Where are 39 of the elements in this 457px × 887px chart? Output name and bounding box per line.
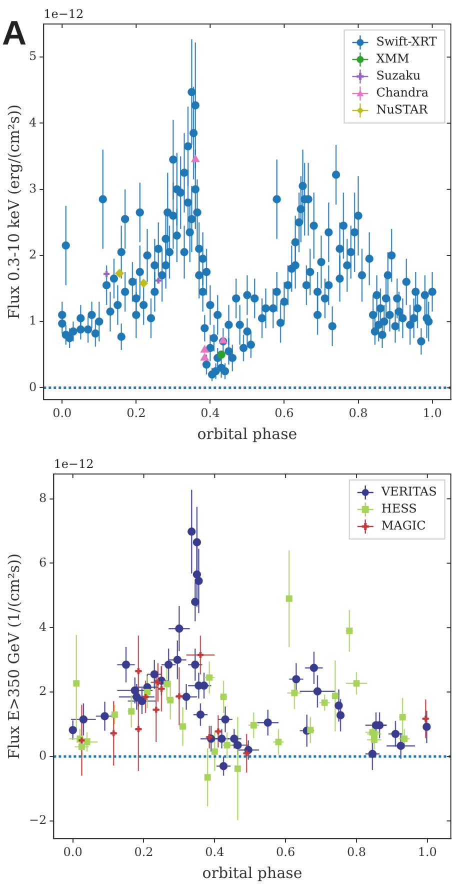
x-tick-label: 0.0 (52, 406, 72, 420)
legend-label: MAGIC (381, 518, 426, 533)
y-tick-label: 4 (39, 620, 48, 634)
x-tick-label: 0.2 (134, 844, 154, 859)
x-tick-label: 0.4 (205, 844, 225, 859)
legend-label: NuSTAR (376, 102, 429, 117)
legend-label: XMM (376, 52, 410, 66)
x-tick-label: 0.6 (276, 844, 296, 859)
legend-label: Chandra (376, 86, 429, 100)
legend-label: Swift-XRT (376, 34, 437, 49)
legend-label: HESS (381, 502, 417, 516)
y-tick-label: 4 (28, 115, 37, 130)
x-tick-label: 0.0 (63, 844, 82, 859)
x-tick-label: 1.0 (422, 406, 442, 420)
y-tick-label: 3 (28, 181, 37, 196)
x-tick-label: 1.0 (418, 844, 437, 859)
y-tick-label: 1 (28, 314, 37, 328)
y-tick-label: 5 (28, 49, 37, 64)
text: 1e−12 (44, 7, 84, 22)
x-axis-title: orbital phase (202, 864, 302, 882)
x-tick-label: 0.4 (200, 406, 220, 420)
legend-label: VERITAS (380, 484, 437, 499)
y-tick-label: 0 (39, 748, 47, 763)
x-tick-label: 0.8 (346, 844, 366, 859)
legend-label: Suzaku (376, 68, 421, 83)
y-axis-title: Flux 0.3-10 keV (erg/(cm²s)) (4, 104, 23, 320)
text: 1e−12 (54, 457, 94, 472)
x-tick-label: 0.2 (126, 406, 146, 420)
y-tick-label: 2 (28, 248, 37, 262)
y-axis-title: Flux E>350 GeV (1/(cm²s)) (4, 553, 23, 760)
y-tick-label: 8 (39, 490, 47, 505)
x-axis-title: orbital phase (197, 424, 298, 443)
x-tick-label: 0.6 (274, 406, 294, 420)
x-tick-label: 0.8 (348, 406, 368, 420)
y-tick-label: 6 (39, 555, 47, 570)
text: A (2, 14, 27, 52)
y-tick-label: −2 (28, 813, 47, 828)
y-tick-label: 2 (39, 684, 47, 698)
y-tick-label: 0 (28, 380, 37, 394)
